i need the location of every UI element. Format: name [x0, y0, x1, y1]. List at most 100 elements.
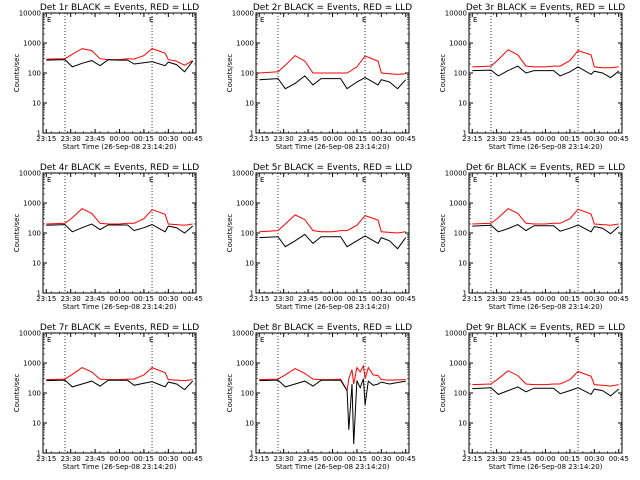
x-tick-label: 00:15 [134, 135, 154, 143]
flag-label: E [575, 336, 579, 344]
x-tick-label: 00:15 [560, 455, 580, 463]
plot-frame [42, 172, 197, 294]
y-tick-label: 10000 [445, 170, 467, 178]
x-axis-label: Start Time (26-Sep-08 23:14:20) [63, 463, 177, 471]
panel-title: Det 2r BLACK = Events, RED = LLD [253, 3, 412, 13]
x-tick-label: 00:00 [535, 135, 555, 143]
x-tick-label: 00:00 [322, 135, 342, 143]
flag-label: E [47, 176, 51, 184]
lld-series-line [46, 367, 193, 382]
y-tick-label: 1 [250, 130, 254, 138]
y-tick-label: 10000 [445, 330, 467, 338]
x-tick-label: 00:15 [134, 455, 154, 463]
x-tick-label: 00:00 [535, 295, 555, 303]
y-axis-label: Counts/sec [13, 214, 21, 253]
x-tick-label: 23:30 [487, 455, 507, 463]
y-tick-label: 1000 [449, 40, 467, 48]
y-tick-label: 1000 [23, 360, 41, 368]
y-tick-label: 10000 [445, 10, 467, 18]
events-series-line [259, 378, 406, 445]
panel-title: Det 6r BLACK = Events, RED = LLD [466, 163, 625, 173]
y-tick-label: 1000 [236, 200, 254, 208]
plot-frame [42, 332, 197, 454]
x-tick-label: 23:30 [274, 135, 294, 143]
flag-label: E [149, 16, 153, 24]
y-tick-label: 1 [37, 130, 41, 138]
x-tick-label: 23:15 [249, 135, 269, 143]
flag-label: E [473, 336, 477, 344]
y-tick-label: 1 [463, 450, 467, 458]
y-tick-label: 10 [458, 260, 467, 268]
x-tick-label: 23:30 [61, 135, 81, 143]
y-tick-label: 10000 [19, 330, 41, 338]
x-tick-label: 23:45 [511, 295, 531, 303]
x-tick-label: 00:00 [322, 455, 342, 463]
lld-series-line [259, 54, 406, 75]
panel-det-2: Det 2r BLACK = Events, RED = LLD 1 10 100 10… [226, 3, 416, 151]
y-tick-label: 100 [241, 230, 254, 238]
y-tick-label: 1000 [23, 40, 41, 48]
x-tick-label: 00:15 [560, 135, 580, 143]
y-tick-label: 10 [32, 420, 41, 428]
y-tick-label: 10 [458, 420, 467, 428]
y-tick-label: 1 [463, 290, 467, 298]
x-tick-label: 00:30 [584, 135, 604, 143]
plot-frame [255, 332, 410, 454]
x-tick-label: 23:15 [36, 455, 56, 463]
x-tick-label: 23:30 [487, 295, 507, 303]
x-tick-label: 00:00 [109, 455, 129, 463]
events-series-line [472, 65, 620, 79]
x-tick-label: 23:30 [274, 295, 294, 303]
y-axis-label: Counts/sec [226, 214, 234, 253]
x-tick-label: 23:15 [249, 295, 269, 303]
x-axis-label: Start Time (26-Sep-08 23:14:20) [276, 303, 390, 311]
panel-title: Det 1r BLACK = Events, RED = LLD [40, 3, 199, 13]
x-tick-label: 23:15 [462, 295, 482, 303]
flag-label: E [575, 16, 579, 24]
lld-series-line [259, 364, 406, 393]
x-tick-label: 23:45 [85, 135, 105, 143]
flag-label: E [575, 176, 579, 184]
x-tick-label: 00:15 [347, 135, 367, 143]
events-series-line [46, 59, 194, 73]
x-axis-label: Start Time (26-Sep-08 23:14:20) [489, 463, 603, 471]
flag-label: E [473, 176, 477, 184]
events-series-line [46, 379, 194, 391]
flag-label: E [47, 336, 51, 344]
plot-frame [42, 12, 197, 134]
panel-title: Det 3r BLACK = Events, RED = LLD [466, 3, 625, 13]
y-tick-label: 10000 [19, 10, 41, 18]
y-tick-label: 10000 [232, 330, 254, 338]
y-axis-label: Counts/sec [226, 374, 234, 413]
flag-label: E [260, 16, 264, 24]
plot-frame [468, 12, 623, 134]
y-tick-label: 1000 [236, 360, 254, 368]
panel-det-6: Det 6r BLACK = Events, RED = LLD 1 10 100 10… [439, 163, 629, 311]
y-tick-label: 1 [37, 450, 41, 458]
x-tick-label: 23:45 [298, 295, 318, 303]
flag-label: E [260, 336, 264, 344]
x-tick-label: 23:15 [249, 455, 269, 463]
x-tick-label: 00:15 [560, 295, 580, 303]
y-tick-label: 100 [28, 390, 41, 398]
events-series-line [259, 75, 407, 90]
y-tick-label: 1000 [23, 200, 41, 208]
x-axis-label: Start Time (26-Sep-08 23:14:20) [489, 303, 603, 311]
x-tick-label: 00:30 [371, 135, 391, 143]
y-tick-label: 100 [241, 390, 254, 398]
y-tick-label: 10 [245, 100, 254, 108]
y-axis-label: Counts/sec [13, 374, 21, 413]
flag-label: E [362, 176, 366, 184]
y-tick-label: 1000 [449, 360, 467, 368]
x-tick-label: 00:45 [183, 135, 203, 143]
x-tick-label: 23:30 [61, 455, 81, 463]
x-tick-label: 00:00 [109, 135, 129, 143]
flag-label: E [362, 336, 366, 344]
y-tick-label: 1 [37, 290, 41, 298]
y-tick-label: 10 [458, 100, 467, 108]
y-tick-label: 1 [250, 290, 254, 298]
x-tick-label: 00:30 [584, 455, 604, 463]
y-tick-label: 100 [454, 230, 467, 238]
x-tick-label: 00:45 [183, 295, 203, 303]
x-tick-label: 23:30 [487, 135, 507, 143]
